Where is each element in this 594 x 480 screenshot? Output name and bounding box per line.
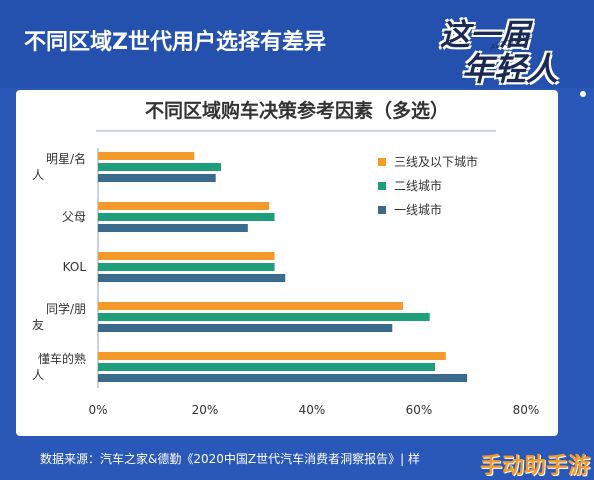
bar-1-1	[98, 213, 275, 221]
header-banner	[0, 0, 594, 88]
bar-2-1	[98, 263, 275, 271]
bar-2-2	[98, 274, 286, 282]
bar-3-1	[98, 313, 430, 321]
bar-0-0	[98, 152, 195, 160]
category-label: 父母	[62, 210, 86, 224]
logo-text-line1: 这一届	[440, 18, 530, 53]
data-source-footer: 数据来源：汽车之家&德勤《2020中国Z世代汽车消费者洞察报告》| 样	[40, 452, 420, 466]
bar-4-1	[98, 363, 436, 371]
legend-label: 一线城市	[394, 202, 442, 217]
x-tick-label: 80%	[513, 403, 540, 417]
bar-1-2	[98, 224, 248, 232]
legend-label: 三线及以下城市	[394, 154, 478, 169]
x-tick-label: 60%	[406, 403, 433, 417]
legend-swatch	[378, 182, 386, 190]
brand-logo: 这一届 AUTO HOME 年轻人	[432, 8, 592, 88]
logo-text-line2: 年轻人	[462, 50, 559, 88]
category-label: KOL	[63, 260, 87, 274]
bar-3-0	[98, 302, 403, 310]
legend-swatch	[378, 158, 386, 166]
page-headline: 不同区域Z世代用户选择有差异	[24, 30, 326, 55]
legend-swatch	[378, 206, 386, 214]
x-tick-label: 0%	[88, 403, 107, 417]
category-label: 同学/朋友	[32, 301, 86, 332]
bar-4-0	[98, 352, 446, 360]
category-label: 懂车的熟人	[32, 351, 86, 382]
x-tick-label: 40%	[299, 403, 326, 417]
decor-dot	[580, 91, 586, 97]
chart-title: 不同区域购车决策参考因素（多选）	[144, 100, 449, 122]
bar-3-2	[98, 324, 393, 332]
bar-4-2	[98, 374, 468, 382]
x-tick-label: 20%	[192, 403, 219, 417]
bar-0-1	[98, 163, 222, 171]
bar-0-2	[98, 174, 216, 182]
category-label: 明星/名人	[32, 151, 86, 182]
watermark: 手动助手游	[480, 454, 591, 479]
title-divider	[96, 130, 496, 132]
bar-2-0	[98, 252, 275, 260]
legend-label: 二线城市	[394, 178, 442, 193]
bar-1-0	[98, 202, 270, 210]
